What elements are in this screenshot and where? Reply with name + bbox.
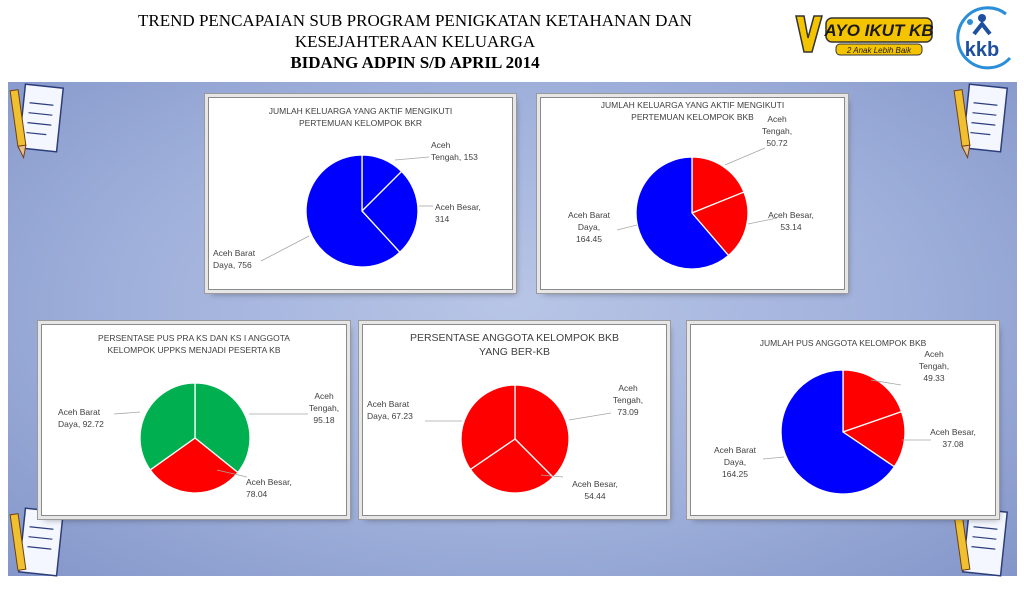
chart-panel-bkb: JUMLAH KELUARGA YANG AKTIF MENGIKUTI PERT… [540, 97, 845, 290]
slice-label: Aceh Besar, 53.14 [768, 210, 814, 232]
pie-slice [690, 191, 749, 257]
pie-slice [514, 384, 570, 479]
chart-panel-bkr: JUMLAH KELUARGA YANG AKTIF MENGIKUTI PERT… [208, 97, 513, 290]
slice-label: Aceh Besar, 37.08 [930, 427, 976, 449]
leader-line [394, 156, 430, 161]
pie-slice [305, 154, 401, 268]
pie-chart-svg: JUMLAH KELUARGA YANG AKTIF MENGIKUTI PERT… [568, 100, 814, 270]
title-line-1: TREND PENCAPAIAN SUB PROGRAM PENIGKATAN … [138, 11, 692, 30]
slice-label: Aceh Barat Daya, 164.45 [568, 210, 611, 244]
pie-slice [635, 156, 730, 270]
svg-text:2 Anak Lebih Baik: 2 Anak Lebih Baik [846, 46, 912, 55]
slice-label: Aceh Barat Daya, 67.23 [367, 399, 413, 421]
leader-line [616, 224, 638, 231]
slice-label: Aceh Tengah, 153 [431, 140, 478, 162]
pie-slice [691, 156, 745, 214]
chart-title: PERTEMUAN KELOMPOK BKB [631, 112, 754, 122]
kkb-logo: kkb [956, 6, 1012, 70]
header: TREND PENCAPAIAN SUB PROGRAM PENIGKATAN … [0, 0, 1024, 82]
leader-line [216, 469, 248, 478]
leader-line [747, 217, 778, 225]
page-title: TREND PENCAPAIAN SUB PROGRAM PENIGKATAN … [95, 10, 735, 73]
title-line-2: KESEJAHTERAAN KELUARGA [294, 32, 536, 51]
pie-slice [194, 382, 251, 474]
leader-line [724, 147, 766, 166]
ayo-ikut-kb-logo: AYO IKUT KB 2 Anak Lebih Baik [795, 15, 934, 56]
chart-title: KELOMPOK UPPKS MENJADI PESERTA KB [107, 345, 280, 355]
pie-slice [469, 438, 555, 494]
leader-line [870, 379, 902, 386]
leader-line [540, 474, 564, 478]
pie-slice [460, 384, 516, 471]
chart-title: JUMLAH KELUARGA YANG AKTIF MENGIKUTI [601, 100, 784, 110]
title-line-3: BIDANG ADPIN S/D APRIL 2014 [290, 53, 540, 72]
chart-panel-bkb-berkb: PERSENTASE ANGGOTA KELOMPOK BKB YANG BER-… [362, 324, 667, 516]
pie-slice [361, 170, 419, 254]
slice-label: Aceh Tengah, 73.09 [613, 383, 643, 417]
clipboard-pencil-icon [9, 507, 65, 577]
leader-line [260, 235, 310, 262]
slice-label: Aceh Barat Daya, 164.25 [714, 445, 757, 479]
leader-line [762, 456, 785, 460]
slice-label: Aceh Barat Daya, 92.72 [58, 407, 104, 429]
pie-slice [780, 369, 896, 495]
pie-chart-svg: PERSENTASE PUS PRA KS DAN KS I ANGGOTA KE… [58, 333, 339, 499]
pie-slice [149, 437, 239, 494]
pie-slice [139, 382, 196, 471]
clipboard-pencil-icon [953, 83, 1009, 160]
chart-panel-uppks: PERSENTASE PUS PRA KS DAN KS I ANGGOTA KE… [41, 324, 347, 516]
chart-title: JUMLAH PUS ANGGOTA KELOMPOK BKB [760, 338, 927, 348]
leader-line [568, 412, 612, 421]
slice-label: Aceh Besar, 314 [435, 202, 481, 224]
svg-text:kkb: kkb [965, 39, 999, 61]
clipboard-pencil-icon [953, 507, 1009, 577]
slice-label: Aceh Besar, 54.44 [572, 479, 618, 501]
chart-title: PERSENTASE PUS PRA KS DAN KS I ANGGOTA [98, 333, 290, 343]
slice-label: Aceh Tengah, 49.33 [919, 349, 949, 383]
leader-line [113, 411, 141, 415]
chart-panel-pus-bkb: JUMLAH PUS ANGGOTA KELOMPOK BKB Aceh Tenga… [690, 324, 996, 516]
chart-title: PERSENTASE ANGGOTA KELOMPOK BKB [410, 332, 619, 344]
chart-title: YANG BER-KB [479, 346, 550, 358]
svg-text:AYO IKUT KB: AYO IKUT KB [823, 21, 933, 40]
slice-label: Aceh Besar, 78.04 [246, 477, 292, 499]
pie-chart-svg: JUMLAH KELUARGA YANG AKTIF MENGIKUTI PERT… [213, 106, 481, 270]
slice-label: Aceh Tengah, 95.18 [309, 391, 339, 425]
clipboard-pencil-icon [9, 83, 65, 160]
slice-label: Aceh Barat Daya, 756 [213, 248, 256, 270]
slice-label: Aceh Tengah, 50.72 [762, 114, 792, 148]
pie-chart-svg: PERSENTASE ANGGOTA KELOMPOK BKB YANG BER-… [367, 332, 643, 501]
chart-title: JUMLAH KELUARGA YANG AKTIF MENGIKUTI [269, 106, 452, 116]
chart-title: PERTEMUAN KELOMPOK BKR [299, 118, 422, 128]
